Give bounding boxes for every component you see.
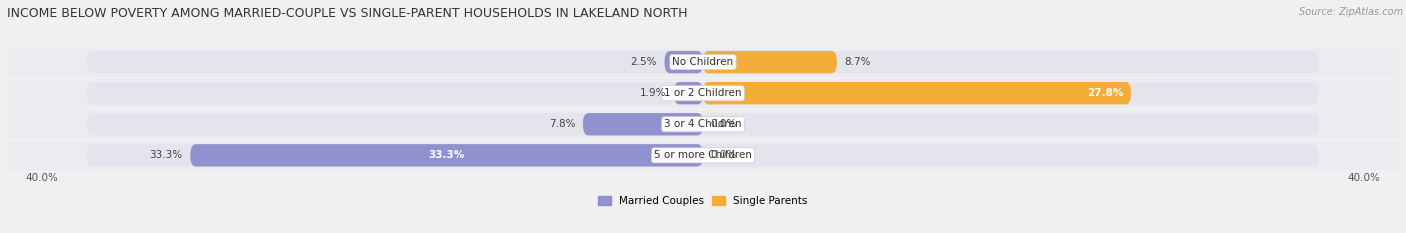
Bar [0, 110, 1406, 139]
FancyBboxPatch shape [583, 113, 703, 135]
Text: 33.3%: 33.3% [429, 150, 465, 160]
FancyBboxPatch shape [87, 82, 1319, 104]
Text: 2.5%: 2.5% [630, 57, 657, 67]
Text: 33.3%: 33.3% [149, 150, 183, 160]
Bar [0, 141, 1406, 170]
FancyBboxPatch shape [703, 82, 1130, 104]
Text: 27.8%: 27.8% [1087, 88, 1123, 98]
Legend: Married Couples, Single Parents: Married Couples, Single Parents [599, 196, 807, 206]
Text: 1.9%: 1.9% [640, 88, 666, 98]
Text: Source: ZipAtlas.com: Source: ZipAtlas.com [1299, 7, 1403, 17]
Text: 0.0%: 0.0% [710, 150, 737, 160]
FancyBboxPatch shape [665, 51, 703, 73]
Text: 40.0%: 40.0% [1347, 173, 1381, 183]
Bar [0, 48, 1406, 77]
FancyBboxPatch shape [190, 144, 703, 167]
Text: 40.0%: 40.0% [25, 173, 59, 183]
Text: 1 or 2 Children: 1 or 2 Children [664, 88, 742, 98]
Text: 5 or more Children: 5 or more Children [654, 150, 752, 160]
FancyBboxPatch shape [87, 113, 1319, 135]
Bar [0, 79, 1406, 108]
FancyBboxPatch shape [87, 144, 1319, 167]
Text: 3 or 4 Children: 3 or 4 Children [664, 119, 742, 129]
Text: 0.0%: 0.0% [710, 119, 737, 129]
Text: 8.7%: 8.7% [845, 57, 872, 67]
FancyBboxPatch shape [673, 82, 703, 104]
Text: No Children: No Children [672, 57, 734, 67]
Text: 7.8%: 7.8% [548, 119, 575, 129]
Text: INCOME BELOW POVERTY AMONG MARRIED-COUPLE VS SINGLE-PARENT HOUSEHOLDS IN LAKELAN: INCOME BELOW POVERTY AMONG MARRIED-COUPL… [7, 7, 688, 20]
FancyBboxPatch shape [703, 51, 837, 73]
FancyBboxPatch shape [87, 51, 1319, 73]
